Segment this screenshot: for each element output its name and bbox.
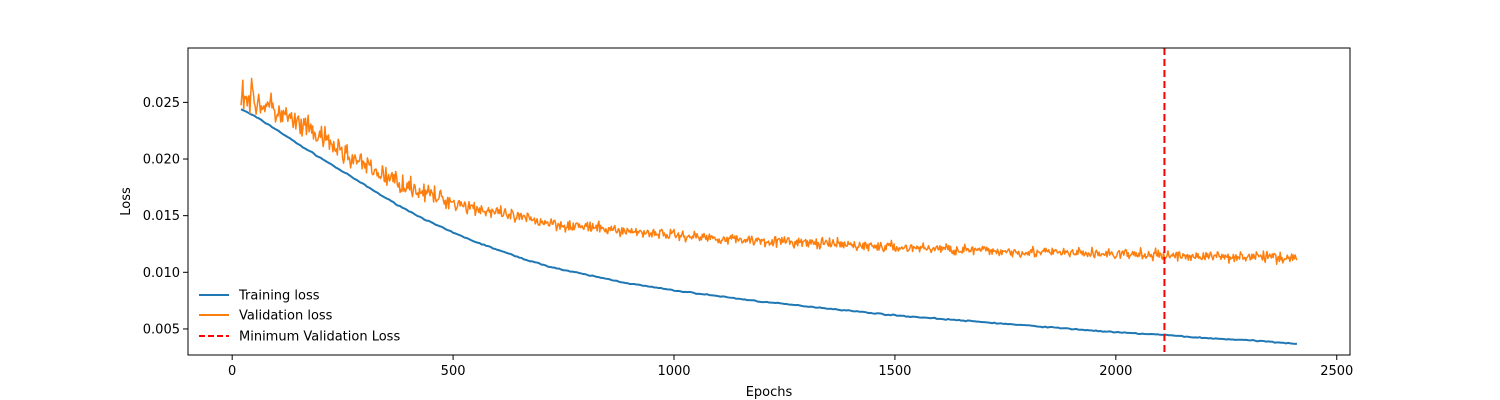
legend: Training loss Validation loss Minimum Va…	[199, 289, 400, 345]
y-axis-label: Loss	[119, 187, 134, 216]
y-tick-label: 0.005	[143, 322, 180, 337]
plot-lines	[240, 48, 1298, 355]
training-loss-line	[240, 108, 1298, 345]
legend-label-validation-loss: Validation loss	[239, 309, 333, 324]
plot-frame	[187, 47, 1351, 356]
x-tick-label: 1500	[878, 364, 911, 379]
x-axis-ticks: 0 500 1000 1500 2000 2500	[228, 355, 1353, 379]
x-tick-label: 500	[441, 364, 466, 379]
x-axis-label: Epochs	[746, 385, 793, 400]
x-tick-label: 2000	[1099, 364, 1132, 379]
y-tick-label: 0.020	[143, 153, 180, 168]
y-tick-label: 0.010	[143, 266, 180, 281]
y-tick-label: 0.015	[143, 209, 180, 224]
x-tick-label: 2500	[1320, 364, 1353, 379]
validation-loss-line	[240, 77, 1298, 266]
y-tick-label: 0.025	[143, 96, 180, 111]
x-tick-label: 1000	[657, 364, 690, 379]
y-axis-ticks: 0.005 0.010 0.015 0.020 0.025	[143, 96, 188, 337]
x-tick-label: 0	[228, 364, 236, 379]
legend-label-training-loss: Training loss	[238, 289, 320, 304]
legend-label-minimum-validation-loss: Minimum Validation Loss	[239, 330, 400, 345]
